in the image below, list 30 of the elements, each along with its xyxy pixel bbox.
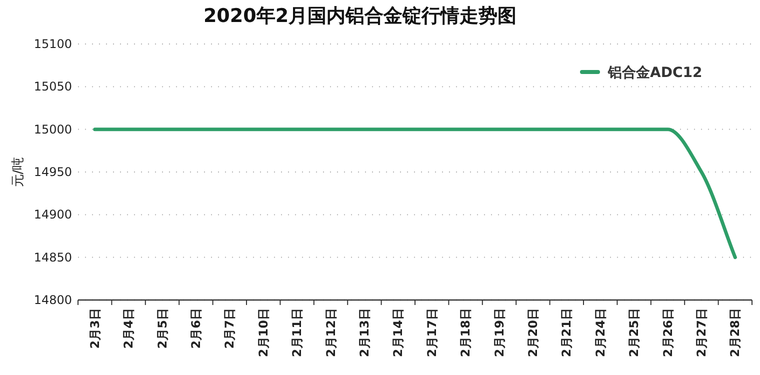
y-tick-label: 14950 [34,165,72,179]
x-tick-label: 2月14日 [391,308,406,358]
y-axis-title: 元/吨 [11,156,26,188]
x-tick-label: 2月13日 [357,308,372,358]
x-tick-label: 2月18日 [458,308,473,358]
x-tick-label: 2月4日 [122,308,136,349]
x-tick-label: 2月11日 [290,308,304,358]
x-tick-label: 2月5日 [155,308,170,349]
x-tick-label: 2月20日 [526,308,540,358]
x-tick-label: 2月10日 [256,308,270,358]
x-tick-label: 2月21日 [560,308,574,358]
x-tick-label: 2月24日 [593,308,608,358]
y-tick-label: 14900 [34,208,72,222]
legend-label: 铝合金ADC12 [607,65,702,81]
x-tick-label: 2月3日 [88,308,102,349]
chart-title: 2020年2月国内铝合金锭行情走势图 [203,5,517,27]
y-tick-label: 15000 [34,122,72,136]
x-tick-label: 2月19日 [492,308,506,358]
y-tick-label: 15050 [34,80,72,94]
x-tick-label: 2月7日 [222,308,237,349]
x-tick-label: 2月26日 [660,308,675,358]
y-tick-label: 14800 [34,293,72,307]
x-tick-label: 2月28日 [728,308,742,358]
x-tick-label: 2月6日 [188,308,203,349]
x-tick-label: 2月17日 [424,308,439,358]
y-tick-label: 15100 [34,37,72,51]
x-tick-label: 2月25日 [627,308,642,358]
x-tick-label: 2月12日 [324,308,338,358]
x-tick-label: 2月27日 [694,308,708,358]
y-tick-label: 14850 [34,250,72,264]
